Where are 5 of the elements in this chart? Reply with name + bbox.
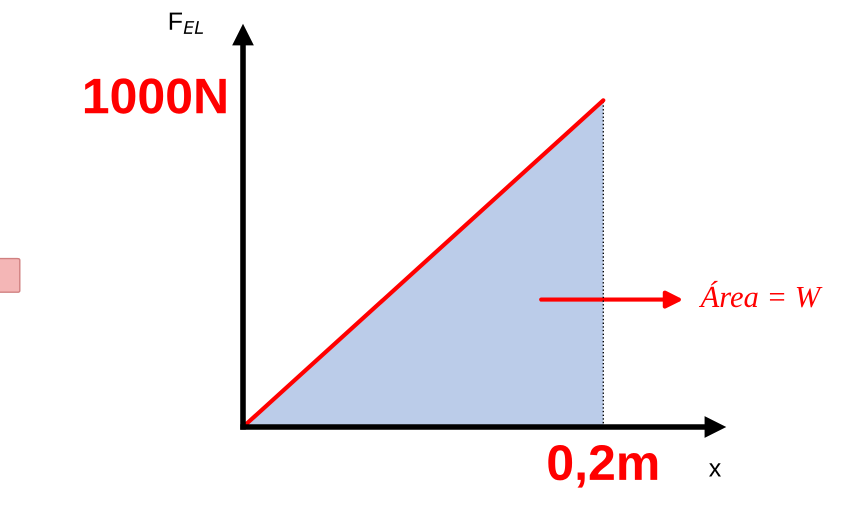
text: 1000N <box>84 78 226 114</box>
text: 0,2m <box>548 444 658 488</box>
x-axis-title: x <box>709 463 721 476</box>
y-axis-title: F$_{EL}$ <box>170 12 203 34</box>
annotation: Área = W <box>698 280 822 308</box>
